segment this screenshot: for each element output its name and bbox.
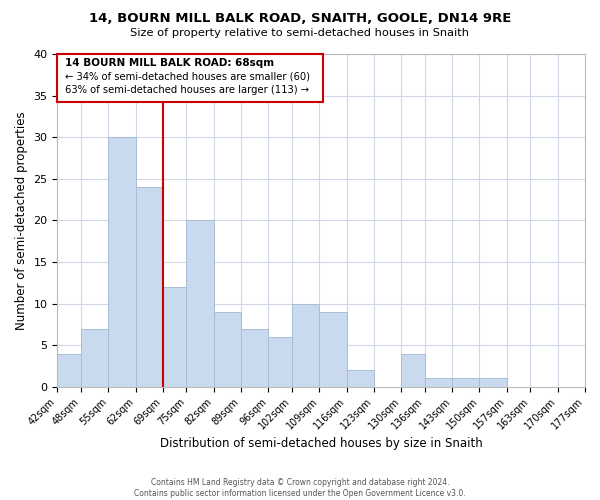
- Bar: [136, 187, 163, 387]
- Bar: [163, 287, 187, 387]
- Bar: [347, 370, 374, 387]
- Text: Contains HM Land Registry data © Crown copyright and database right 2024.
Contai: Contains HM Land Registry data © Crown c…: [134, 478, 466, 498]
- FancyBboxPatch shape: [58, 54, 323, 102]
- Text: 14, BOURN MILL BALK ROAD, SNAITH, GOOLE, DN14 9RE: 14, BOURN MILL BALK ROAD, SNAITH, GOOLE,…: [89, 12, 511, 26]
- Text: 63% of semi-detached houses are larger (113) →: 63% of semi-detached houses are larger (…: [65, 85, 310, 95]
- Bar: [268, 337, 292, 387]
- Bar: [58, 354, 81, 387]
- Bar: [319, 312, 347, 387]
- Y-axis label: Number of semi-detached properties: Number of semi-detached properties: [15, 111, 28, 330]
- X-axis label: Distribution of semi-detached houses by size in Snaith: Distribution of semi-detached houses by …: [160, 437, 482, 450]
- Text: 14 BOURN MILL BALK ROAD: 68sqm: 14 BOURN MILL BALK ROAD: 68sqm: [65, 58, 274, 68]
- Bar: [241, 328, 268, 387]
- Bar: [108, 137, 136, 387]
- Bar: [401, 354, 425, 387]
- Bar: [425, 378, 452, 387]
- Bar: [187, 220, 214, 387]
- Bar: [452, 378, 479, 387]
- Bar: [214, 312, 241, 387]
- Bar: [81, 328, 108, 387]
- Text: ← 34% of semi-detached houses are smaller (60): ← 34% of semi-detached houses are smalle…: [65, 72, 310, 82]
- Bar: [292, 304, 319, 387]
- Text: Size of property relative to semi-detached houses in Snaith: Size of property relative to semi-detach…: [131, 28, 470, 38]
- Bar: [479, 378, 507, 387]
